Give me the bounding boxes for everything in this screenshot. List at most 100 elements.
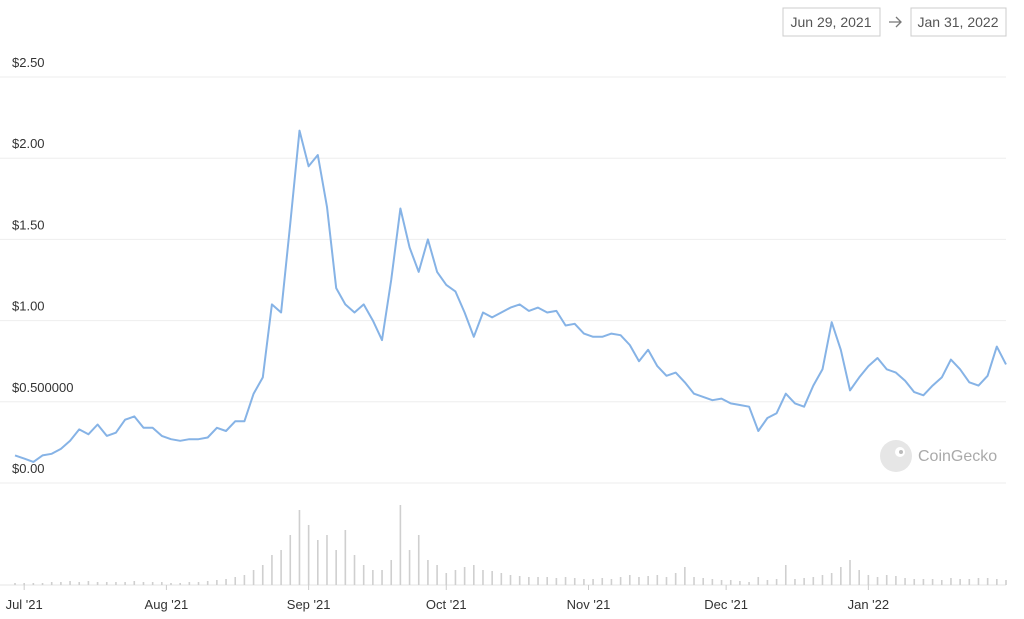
- volume-bar: [784, 565, 787, 585]
- volume-bar: [307, 525, 310, 585]
- watermark: CoinGecko: [918, 448, 997, 465]
- volume-bar: [436, 565, 438, 585]
- volume-bar: [601, 578, 604, 585]
- volume-bar: [830, 573, 833, 585]
- volume-bar: [151, 582, 154, 585]
- volume-bar: [757, 577, 760, 585]
- range-start-box[interactable]: [782, 7, 881, 37]
- volume-bar: [537, 577, 539, 585]
- volume-bar: [289, 535, 292, 585]
- volume-bar: [638, 577, 640, 585]
- range-end-box[interactable]: [910, 7, 1007, 37]
- volume-bar: [840, 567, 842, 585]
- volume-bar: [32, 583, 35, 585]
- volume-bar: [546, 577, 549, 585]
- x-tick-label: Nov '21: [567, 597, 611, 612]
- volume-bar: [280, 550, 282, 585]
- volume-bar: [161, 582, 163, 585]
- volume-bar: [867, 575, 870, 585]
- volume-bar: [885, 575, 888, 585]
- volume-bar: [895, 576, 897, 585]
- volume-bar: [766, 580, 769, 585]
- volume-bar: [252, 570, 255, 585]
- volume-bar: [78, 582, 81, 585]
- volume-bar: [518, 576, 521, 585]
- volume-bar: [803, 578, 805, 585]
- volume-bar: [583, 579, 585, 585]
- volume-bar: [362, 565, 365, 585]
- volume-bar: [564, 577, 567, 585]
- volume-bar: [225, 579, 227, 585]
- volume-bar: [968, 579, 971, 585]
- volume-bar: [124, 582, 126, 585]
- volume-bar: [142, 582, 145, 585]
- volume-bar: [14, 583, 16, 585]
- volume-bar: [610, 579, 613, 585]
- volume-bar: [60, 582, 62, 585]
- x-tick-label: Dec '21: [704, 597, 748, 612]
- volume-bar: [702, 578, 704, 585]
- volume-bar: [482, 570, 484, 585]
- volume-bar: [133, 581, 136, 585]
- range-start[interactable]: Jun 29, 2021: [791, 14, 872, 30]
- y-tick-label: $1.50: [12, 217, 45, 232]
- volume-bar: [344, 530, 347, 585]
- volume-bar: [959, 579, 961, 585]
- volume-bar: [849, 560, 851, 585]
- volume-bar: [353, 555, 356, 585]
- y-tick-label: $0.500000: [12, 380, 73, 395]
- volume-bar: [528, 577, 530, 585]
- volume-bar: [812, 577, 815, 585]
- y-tick-label: $2.00: [12, 136, 45, 151]
- volume-bar: [913, 579, 916, 585]
- volume-bar: [509, 575, 512, 585]
- x-tick-label: Jul '21: [6, 597, 43, 612]
- volume-bar: [684, 567, 686, 585]
- price-line: [14, 129, 1007, 463]
- volume-bar: [115, 582, 117, 585]
- volume-bar: [904, 578, 906, 585]
- volume-bar: [326, 535, 328, 585]
- volume-bar: [372, 570, 374, 585]
- volume-bar: [335, 550, 337, 585]
- volume-bar: [940, 580, 943, 585]
- volume-bar: [216, 580, 218, 585]
- volume-bar: [500, 573, 503, 585]
- range-end[interactable]: Jan 31, 2022: [918, 14, 999, 30]
- volume-bar: [408, 550, 411, 585]
- volume-bar: [69, 581, 71, 585]
- volume-bar: [445, 573, 448, 585]
- volume-bar: [41, 583, 44, 585]
- volume-bar: [491, 571, 493, 585]
- volume-bar: [748, 582, 750, 585]
- volume-bar: [1005, 580, 1007, 585]
- volume-bar: [665, 577, 668, 585]
- volume-bar: [271, 555, 273, 585]
- volume-bar: [986, 578, 989, 585]
- volume-bar: [555, 578, 558, 585]
- y-tick-label: $1.00: [12, 299, 45, 314]
- volume-bar: [693, 577, 695, 585]
- volume-bar: [234, 577, 237, 585]
- volume-bar: [858, 570, 860, 585]
- range-arrow: [889, 16, 902, 28]
- volume-bar: [628, 575, 631, 585]
- volume-bar: [821, 575, 824, 585]
- volume-bar: [298, 510, 301, 585]
- volume-bar: [931, 579, 934, 585]
- volume-bar: [417, 535, 420, 585]
- volume-bar: [399, 505, 402, 585]
- volume-bar: [656, 575, 659, 585]
- volume-bar: [243, 575, 246, 585]
- volume-bar: [720, 580, 723, 585]
- x-tick-label: Oct '21: [426, 597, 467, 612]
- y-tick-label: $0.00: [12, 461, 45, 476]
- volume-bar: [381, 570, 383, 585]
- volume-bar: [206, 581, 209, 585]
- volume-bar: [96, 582, 99, 585]
- x-tick-label: Aug '21: [145, 597, 189, 612]
- volume-bar: [996, 579, 998, 585]
- volume-bar: [179, 583, 181, 585]
- volume-bar: [573, 578, 576, 585]
